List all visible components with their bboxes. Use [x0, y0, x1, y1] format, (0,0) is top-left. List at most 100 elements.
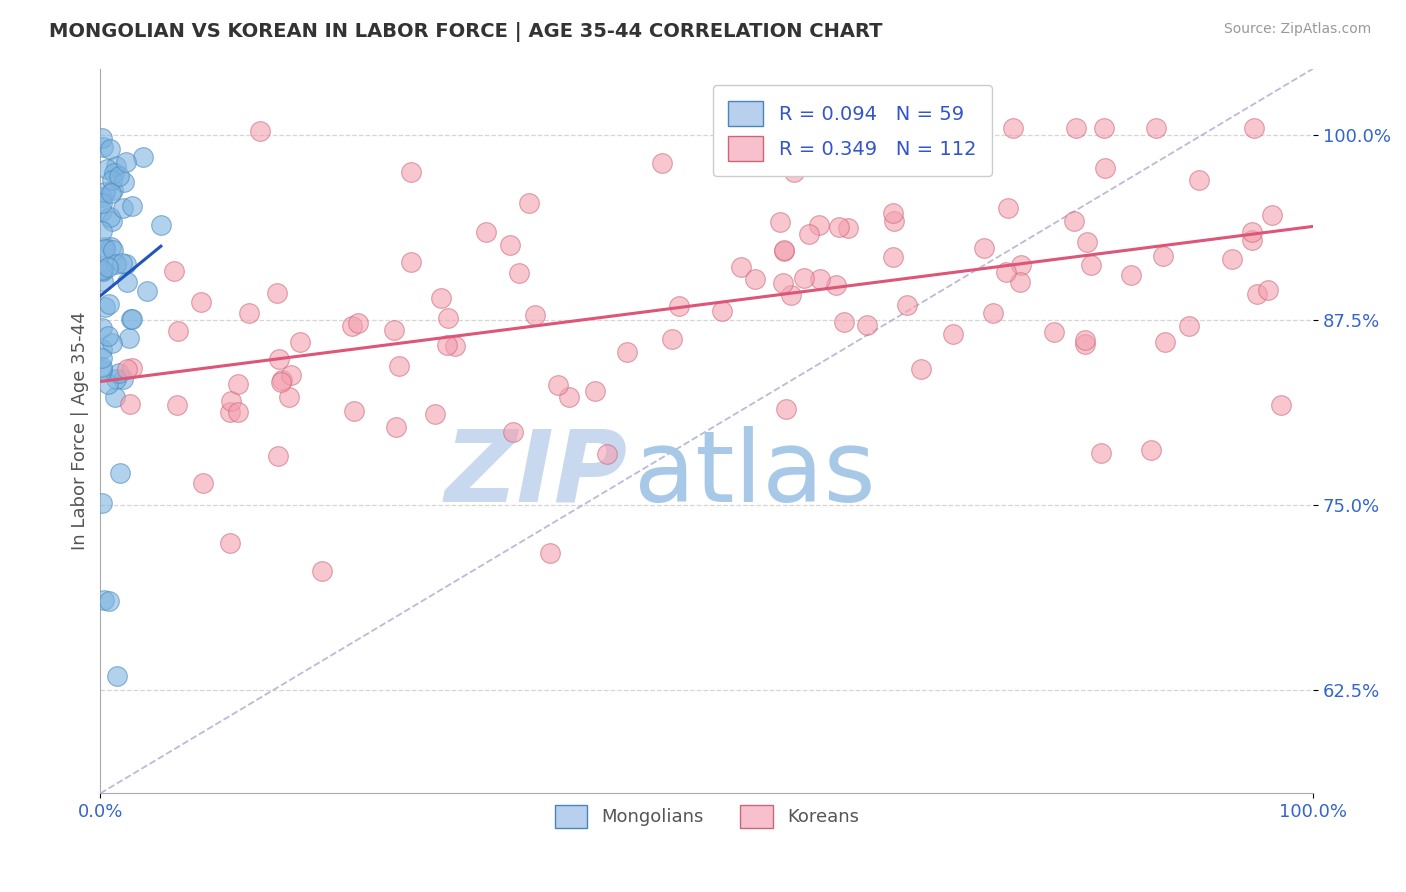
Point [444, 339, 467, 353]
Point [1257, 283, 1279, 297]
Point [191, 476, 214, 491]
Point [711, 303, 734, 318]
Point [97, 377, 120, 392]
Point [828, 219, 851, 234]
Point [103, 166, 125, 180]
Point [910, 361, 932, 376]
Point [730, 260, 752, 274]
Point [94, 186, 117, 200]
Point [93, 140, 115, 154]
Point [883, 214, 905, 228]
Point [1240, 225, 1263, 239]
Point [115, 362, 138, 376]
Point [437, 310, 460, 325]
Point [104, 372, 127, 386]
Point [1010, 258, 1032, 272]
Legend: Mongolians, Koreans: Mongolians, Koreans [547, 797, 866, 835]
Point [91, 264, 114, 278]
Point [105, 669, 128, 683]
Point [997, 202, 1019, 216]
Text: ZIP: ZIP [444, 425, 628, 523]
Point [783, 165, 806, 179]
Point [882, 250, 904, 264]
Point [1270, 398, 1292, 412]
Point [90, 224, 112, 238]
Point [772, 276, 794, 290]
Point [100, 186, 122, 200]
Point [278, 391, 301, 405]
Point [538, 546, 561, 560]
Point [502, 425, 524, 439]
Point [91, 359, 114, 374]
Point [90, 351, 112, 365]
Point [97, 297, 120, 311]
Point [101, 243, 124, 257]
Point [1139, 442, 1161, 457]
Point [399, 254, 422, 268]
Point [100, 240, 122, 254]
Point [101, 172, 124, 186]
Point [108, 466, 131, 480]
Y-axis label: In Labor Force | Age 35-44: In Labor Force | Age 35-44 [72, 311, 89, 550]
Point [769, 215, 792, 229]
Point [219, 536, 242, 550]
Point [815, 120, 838, 135]
Point [773, 243, 796, 257]
Point [111, 255, 134, 269]
Point [136, 285, 159, 299]
Point [773, 244, 796, 258]
Point [90, 131, 112, 145]
Point [523, 308, 546, 322]
Point [856, 318, 879, 332]
Point [121, 199, 143, 213]
Point [1246, 287, 1268, 301]
Point [1154, 335, 1177, 350]
Point [429, 291, 451, 305]
Point [115, 257, 138, 271]
Point [382, 322, 405, 336]
Point [651, 156, 673, 170]
Point [832, 315, 855, 329]
Point [882, 206, 904, 220]
Point [1042, 325, 1064, 339]
Point [837, 221, 859, 235]
Point [1092, 120, 1115, 135]
Point [111, 372, 134, 386]
Point [280, 368, 302, 382]
Point [499, 237, 522, 252]
Point [90, 321, 112, 335]
Point [388, 359, 411, 373]
Point [101, 335, 124, 350]
Point [346, 316, 368, 330]
Point [96, 260, 118, 274]
Point [616, 344, 638, 359]
Point [97, 594, 120, 608]
Point [104, 390, 127, 404]
Point [90, 196, 112, 211]
Point [1074, 337, 1097, 351]
Point [228, 405, 250, 419]
Point [121, 360, 143, 375]
Point [776, 149, 799, 163]
Point [1080, 258, 1102, 272]
Point [1064, 120, 1087, 135]
Point [779, 287, 801, 301]
Point [1090, 446, 1112, 460]
Point [267, 351, 290, 366]
Point [90, 342, 112, 356]
Point [1144, 120, 1167, 135]
Point [995, 265, 1018, 279]
Point [115, 275, 138, 289]
Point [668, 300, 690, 314]
Point [149, 219, 172, 233]
Point [166, 398, 188, 412]
Point [111, 201, 134, 215]
Point [973, 241, 995, 255]
Text: atlas: atlas [634, 425, 876, 523]
Point [1152, 249, 1174, 263]
Point [508, 266, 530, 280]
Point [983, 306, 1005, 320]
Point [120, 311, 142, 326]
Point [98, 210, 121, 224]
Point [436, 338, 458, 352]
